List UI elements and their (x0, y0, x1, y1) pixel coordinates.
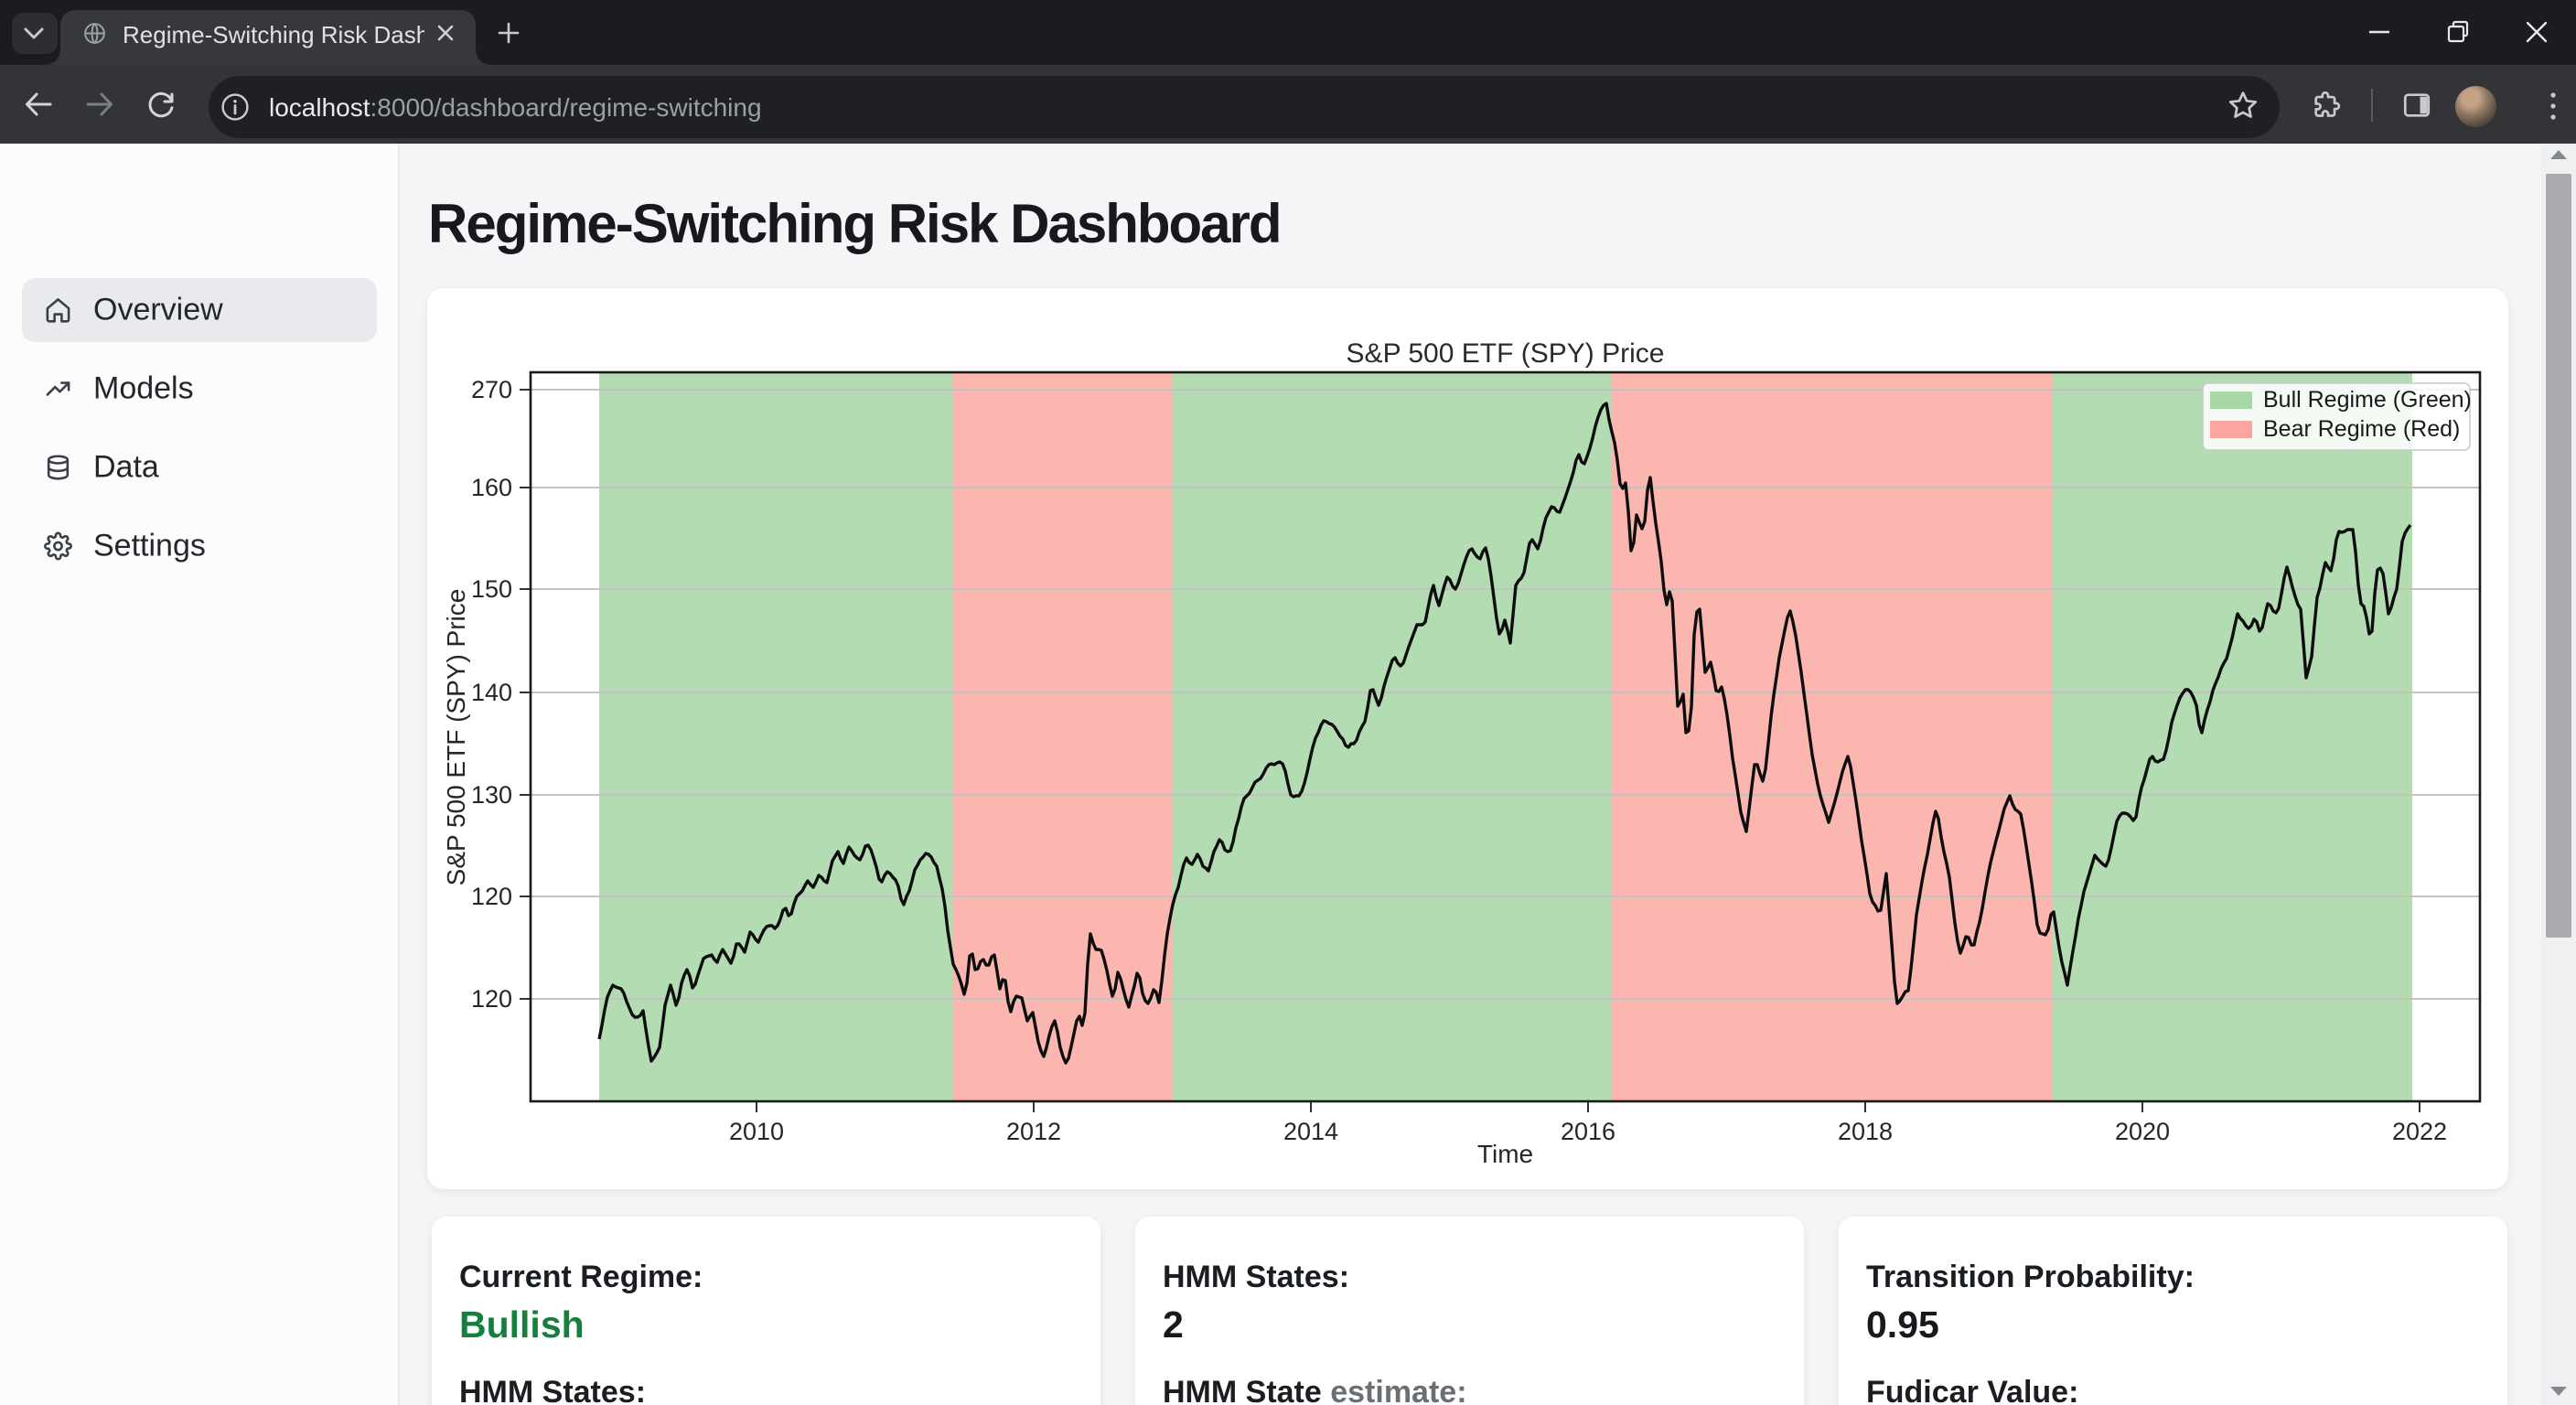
svg-text:Time: Time (1477, 1140, 1533, 1168)
svg-text:140: 140 (471, 679, 512, 706)
svg-text:Bear Regime (Red): Bear Regime (Red) (2263, 416, 2460, 442)
svg-text:2016: 2016 (1561, 1118, 1615, 1145)
svg-text:160: 160 (471, 474, 512, 501)
svg-text:2012: 2012 (1006, 1118, 1061, 1145)
svg-text:2022: 2022 (2392, 1118, 2447, 1145)
svg-text:2010: 2010 (729, 1118, 784, 1145)
svg-text:S&P 500 ETF (SPY) Price: S&P 500 ETF (SPY) Price (442, 589, 470, 886)
svg-text:2020: 2020 (2115, 1118, 2170, 1145)
svg-text:S&P 500 ETF (SPY) Price: S&P 500 ETF (SPY) Price (1347, 338, 1665, 369)
svg-text:270: 270 (471, 376, 512, 403)
svg-text:120: 120 (471, 883, 512, 910)
svg-text:2014: 2014 (1283, 1118, 1338, 1145)
svg-text:120: 120 (471, 985, 512, 1013)
svg-text:130: 130 (471, 781, 512, 809)
svg-text:Bull Regime (Green): Bull Regime (Green) (2263, 387, 2472, 413)
svg-text:2018: 2018 (1838, 1118, 1893, 1145)
svg-text:150: 150 (471, 575, 512, 603)
